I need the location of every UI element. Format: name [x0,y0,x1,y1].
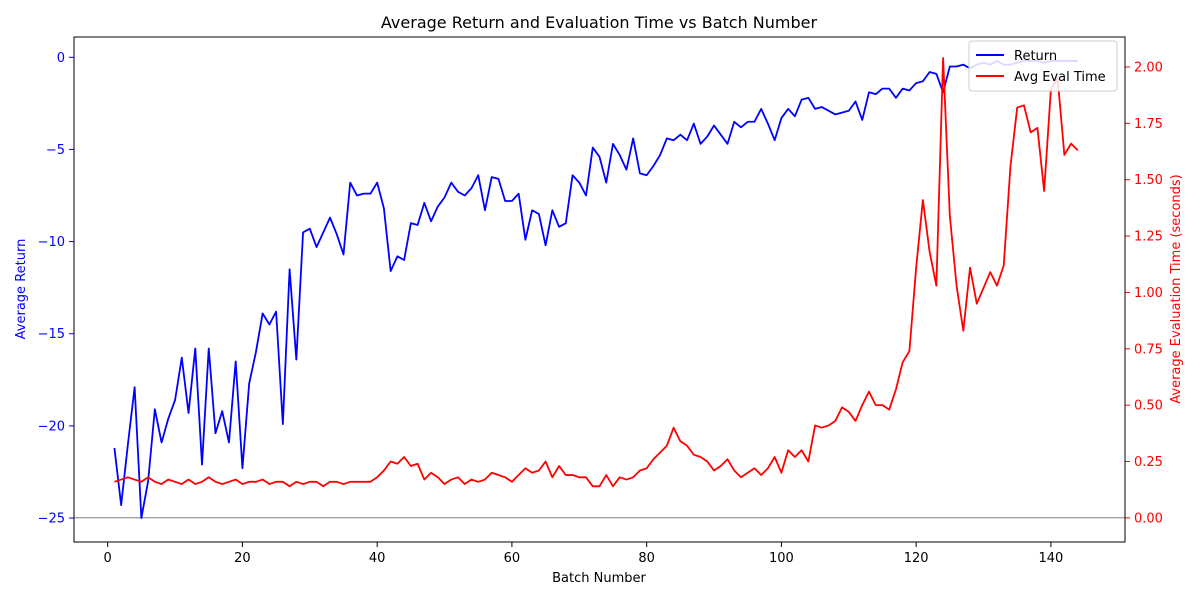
x-tick-label: 80 [638,551,655,566]
y-tick-label-right: 1.50 [1134,173,1163,188]
x-tick-label: 100 [769,551,794,566]
y-tick-label-right: 1.00 [1134,286,1163,301]
y-tick-label-left: −25 [38,512,65,527]
y-axis-label-right: Average Evaluation Time (seconds) [1169,174,1184,403]
series-line-return [113,60,1078,519]
y-axis-label-left: Average Return [14,239,29,340]
legend-box [968,40,1118,92]
y-tick-label-right: 0.50 [1134,399,1163,414]
y-tick-label-right: 2.00 [1134,60,1163,75]
y-tick-label-right: 0.75 [1134,342,1163,357]
chart-title: Average Return and Evaluation Time vs Ba… [381,13,818,32]
x-tick-label: 0 [104,551,112,566]
x-tick-label: 120 [904,551,929,566]
legend-label-return: Return [1014,49,1057,64]
y-tick-label-left: −5 [46,143,65,158]
legend: Return Avg Eval Time [968,40,1118,92]
x-tick-label: 60 [504,551,521,566]
x-tick-label: 20 [234,551,251,566]
y-tick-label-right: 0.00 [1134,511,1163,526]
y-tick-label-right: 1.75 [1134,117,1163,132]
y-tick-label-left: 0 [57,51,65,66]
y-tick-label-right: 1.25 [1134,230,1163,245]
y-tick-label-right: 0.25 [1134,455,1163,470]
series-line-eval-time [114,57,1079,488]
plot-frame [73,36,1126,543]
legend-label-eval-time: Avg Eval Time [1014,70,1106,85]
x-tick-label: 40 [369,551,386,566]
x-axis-label: Batch Number [552,571,646,586]
x-tick-label: 140 [1038,551,1063,566]
y-tick-label-left: −10 [38,235,65,250]
y-tick-label-left: −20 [38,419,65,434]
y-tick-label-left: −15 [38,327,65,342]
